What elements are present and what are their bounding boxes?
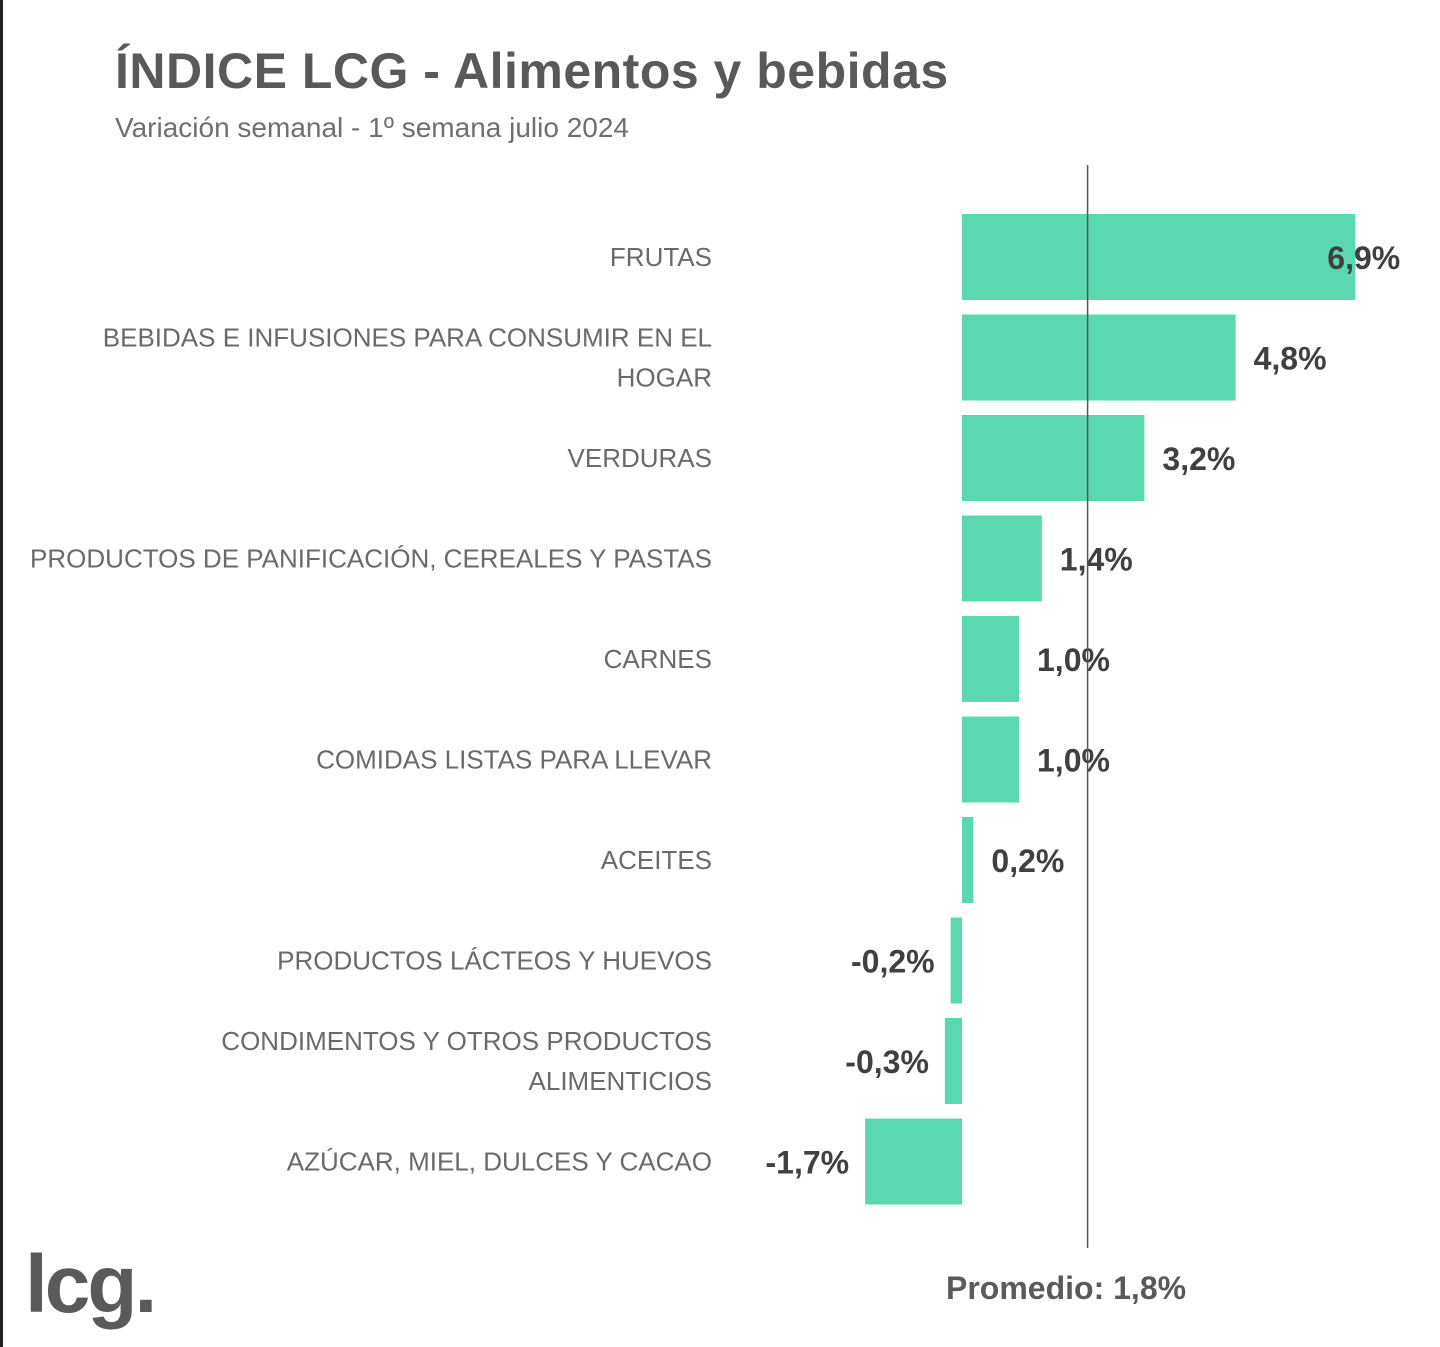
bar-5 (962, 716, 1019, 803)
bar-8 (944, 1018, 962, 1104)
category-label-9: AZÚCAR, MIEL, DULCES Y CACAO (287, 1147, 712, 1177)
category-label-0: FRUTAS (610, 242, 712, 272)
value-label-3: 1,4% (1060, 542, 1133, 578)
bar-3 (962, 515, 1042, 602)
category-label-2: VERDURAS (568, 443, 712, 473)
category-label-6: ACEITES (601, 845, 712, 875)
value-label-4: 1,0% (1037, 642, 1110, 678)
value-label-0: 6,9% (1327, 240, 1400, 276)
value-label-2: 3,2% (1162, 441, 1235, 477)
bar-4 (962, 616, 1019, 702)
chart-title: ÍNDICE LCG - Alimentos y bebidas (115, 43, 949, 99)
value-label-6: 0,2% (991, 843, 1064, 879)
category-label-5: COMIDAS LISTAS PARA LLEVAR (316, 745, 712, 775)
average-label: Promedio: 1,8% (946, 1270, 1187, 1306)
bar-2 (962, 415, 1145, 501)
lcg-logo: lcg. (25, 1239, 157, 1330)
bar-9 (865, 1118, 962, 1205)
value-label-7: -0,2% (851, 944, 935, 980)
category-label-7: PRODUCTOS LÁCTEOS Y HUEVOS (277, 946, 712, 976)
category-label-8-line-0: CONDIMENTOS Y OTROS PRODUCTOS (221, 1026, 712, 1056)
category-label-3: PRODUCTOS DE PANIFICACIÓN, CEREALES Y PA… (30, 544, 712, 574)
bar-6 (962, 817, 974, 903)
bar-7 (950, 917, 962, 1004)
category-label-8-line-1: ALIMENTICIOS (529, 1066, 712, 1096)
category-label-4: CARNES (604, 644, 712, 674)
category-label-1-line-0: BEBIDAS E INFUSIONES PARA CONSUMIR EN EL (103, 323, 712, 353)
bar-1 (962, 314, 1236, 401)
category-label-1-line-1: HOGAR (617, 363, 712, 393)
value-label-8: -0,3% (845, 1044, 929, 1080)
value-label-5: 1,0% (1037, 743, 1110, 779)
bar-0 (962, 214, 1356, 300)
chart-subtitle: Variación semanal - 1º semana julio 2024 (115, 112, 629, 143)
value-label-1: 4,8% (1254, 341, 1327, 377)
value-label-9: -1,7% (766, 1145, 850, 1181)
